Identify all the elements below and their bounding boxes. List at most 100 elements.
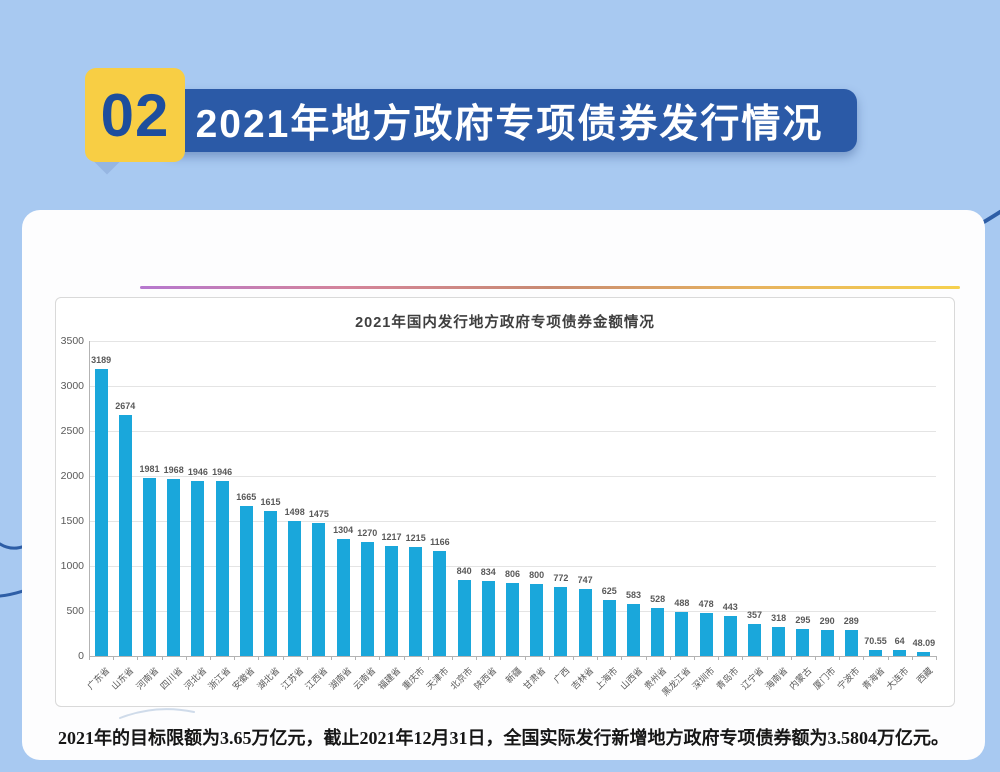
bar [288,521,302,656]
bar-value-label: 289 [843,615,859,626]
bar-value-label: 1665 [236,492,257,503]
axis-tick [331,656,332,660]
bar-value-label: 625 [601,585,617,596]
bar-value-label: 70.55 [864,635,887,646]
bar [360,541,374,656]
axis-tick [887,656,889,660]
bar-value-label: 1946 [212,466,233,477]
axis-tick [573,656,574,660]
section-title: 2021年地方政府专项债券发行情况 [195,102,824,146]
bar-value-label: 1968 [163,464,184,475]
bar [554,586,568,656]
bar [215,480,229,656]
bar [167,478,181,656]
chart-title: 2021年国内发行地方政府专项债券金额情况 [355,315,655,331]
bar [796,629,810,656]
bar [820,629,834,656]
bar [723,616,737,656]
bar [748,623,761,656]
y-axis-line [89,341,90,656]
gridline [89,521,936,522]
bar-value-label: 834 [480,566,496,577]
bar-value-label: 478 [698,598,714,609]
axis-tick [548,656,550,660]
bar [675,612,689,656]
x-axis-line [89,656,936,657]
axis-tick [306,656,308,660]
bar-value-label: 488 [674,598,690,609]
section-number: 02 [100,81,170,149]
axis-tick [911,656,913,660]
gridline [89,386,936,387]
axis-tick [89,656,90,660]
bar [433,551,447,656]
axis-tick [766,656,768,660]
gridline [89,431,936,432]
axis-tick [524,656,526,660]
axis-tick [718,656,720,660]
axis-tick [161,656,163,660]
axis-tick [282,656,284,660]
axis-tick [645,656,647,660]
bar [481,580,495,656]
bar [385,546,398,656]
gridline [89,341,936,342]
axis-tick [427,656,429,660]
content-card: 2021年国内发行地方政府专项债券金额情况 0 500 1000 1500 2000 25… [22,210,985,760]
bar [264,510,277,656]
bar-value-label: 3189 [91,354,112,365]
y-axis-label: 2500 [60,425,84,437]
bar-value-label: 443 [722,602,738,613]
bar-value-label: 583 [625,589,642,600]
bar [506,583,519,656]
y-axis-label: 1500 [60,515,84,527]
axis-tick [210,656,211,660]
axis-tick [500,656,502,660]
axis-tick [403,656,405,660]
axis-tick [379,656,381,660]
axis-tick [936,656,937,660]
y-axis-label: 1000 [60,560,84,572]
y-axis-label: 0 [78,650,84,662]
bar [651,608,665,656]
gridline [89,566,936,567]
bar-value-label: 1498 [284,507,305,518]
bar [336,538,350,656]
bar-value-label: 1304 [333,524,354,535]
bar [457,580,471,656]
bar [578,588,592,656]
axis-tick [790,656,792,660]
axis-tick [452,656,453,660]
bar-value-label: 806 [504,569,521,580]
bar [699,612,713,656]
axis-tick [258,656,260,660]
axis-tick [234,656,236,660]
bar [772,627,786,656]
bar-value-label: 1215 [405,532,426,543]
bar-value-label: 2674 [115,401,136,412]
bar-value-label: 1217 [381,532,402,543]
axis-tick [355,656,357,660]
axis-tick [839,656,841,660]
axis-tick [137,656,139,660]
bar [602,599,616,656]
axis-tick [863,656,865,660]
axis-tick [742,656,744,660]
bar-value-label: 357 [746,609,763,620]
bar-value-label: 1475 [308,509,329,520]
bar-value-label: 528 [650,594,666,605]
bar [409,546,423,656]
bar [627,603,640,656]
bar [191,480,205,656]
y-axis-label: 2000 [60,470,84,482]
bar-value-label: 1270 [357,527,378,538]
bar [869,649,882,656]
bar-value-label: 840 [456,566,472,577]
gridline [89,476,936,477]
bar [143,477,156,656]
axis-tick [694,656,695,660]
axis-tick [476,656,478,660]
bar-chart-plot: 0 500 1000 1500 2000 2500 3000 3500 3189 广东省 2674 山… [56,298,954,706]
axis-tick [185,656,187,660]
